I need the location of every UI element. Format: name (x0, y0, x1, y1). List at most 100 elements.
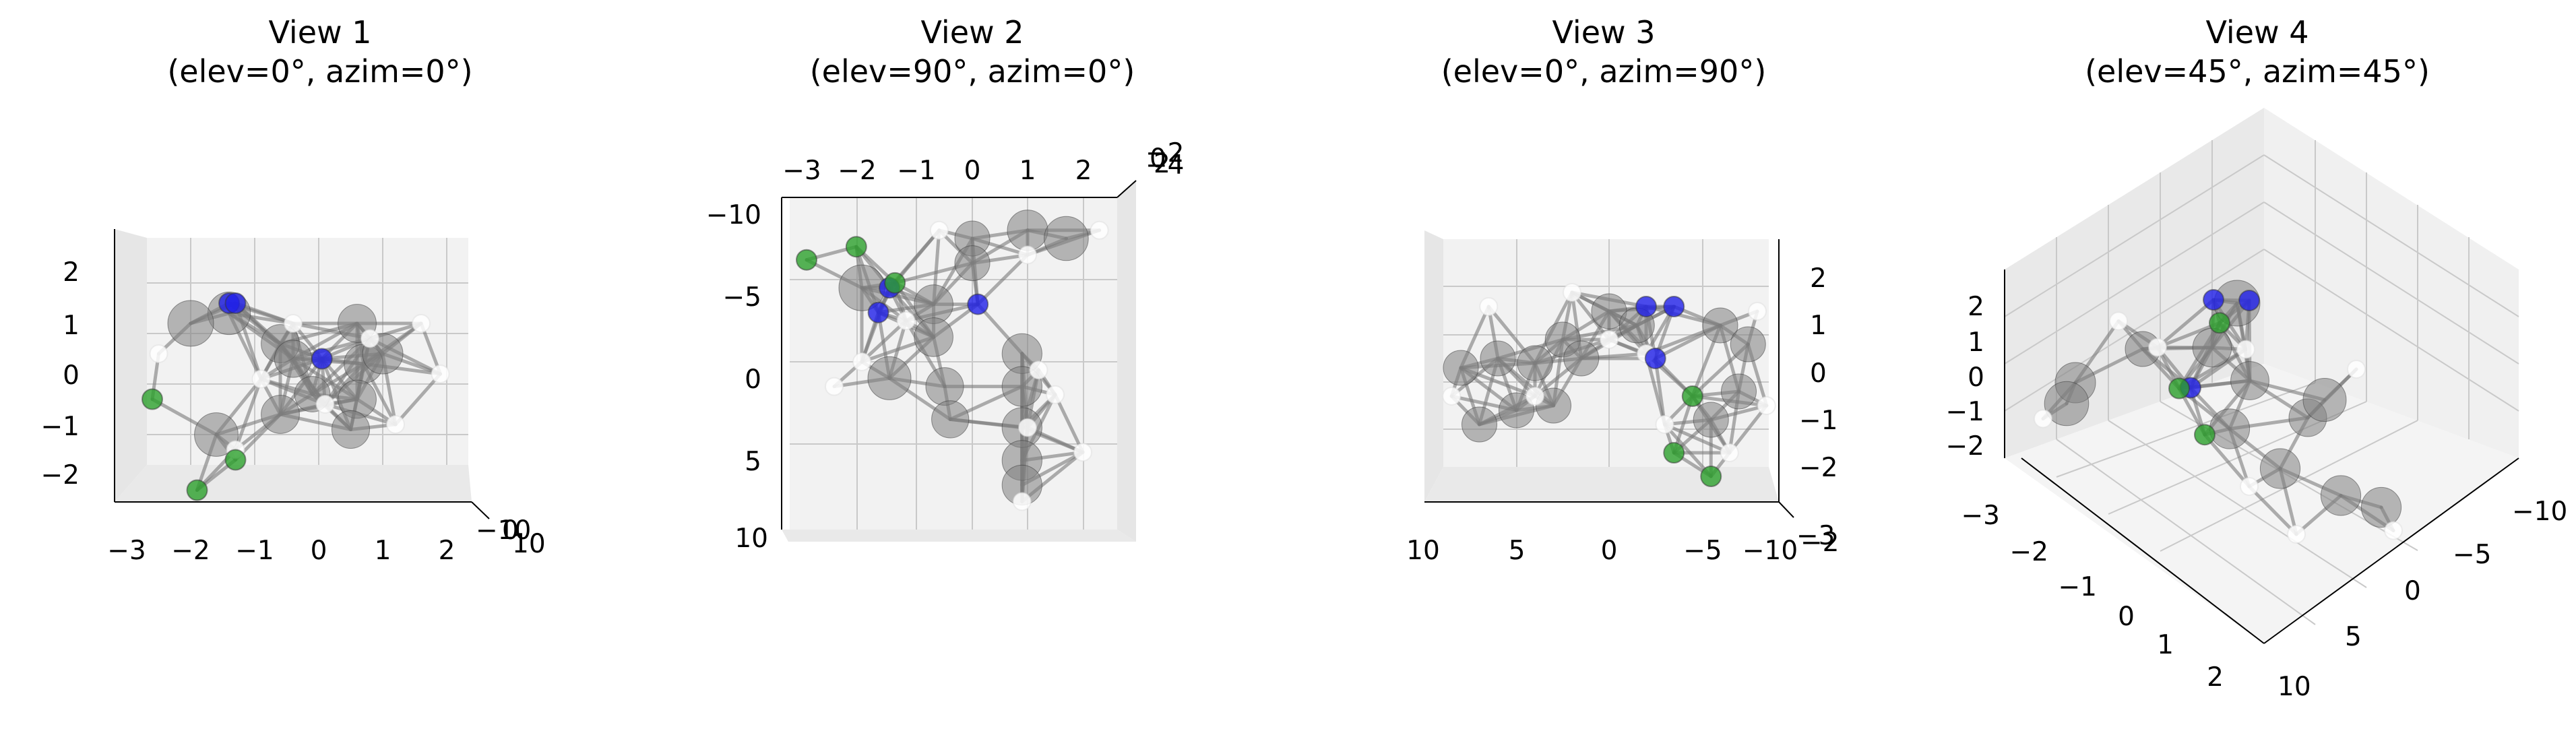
atom-white (1600, 330, 1619, 349)
atom-gray (1693, 402, 1729, 438)
atom-green (1681, 385, 1703, 407)
panel-2-x-ticks: −3 −2 −1 0 1 2 (782, 156, 1092, 186)
panel-3-y-tick: 10 (1406, 536, 1440, 566)
panel-4-y-axis-line (2263, 457, 2519, 644)
panel-3-z-tick: −2 (1799, 453, 1838, 483)
bond (234, 377, 263, 451)
atom-white (386, 415, 405, 434)
atom-blue (867, 301, 889, 323)
atom-gray (1536, 387, 1571, 424)
panel-3-z-tick: 2 (1810, 263, 1827, 294)
panel-4-y-tick: −5 (2453, 540, 2492, 570)
atom-gray (1730, 326, 1766, 362)
atom-gray (2302, 378, 2347, 422)
atom-white (1090, 220, 1109, 240)
bond (2203, 433, 2251, 488)
atom-gray (925, 367, 964, 406)
atom-white (2347, 360, 2366, 379)
panel-2-x-tick: −2 (838, 156, 877, 186)
atom-white (1442, 387, 1462, 406)
panel-1-title-line-2: (elev=0°, azim=0°) (167, 53, 472, 90)
grid-line (2263, 201, 2519, 364)
panel-1-y-axis-line (471, 501, 490, 519)
atom-gray (1563, 340, 1600, 377)
bond (1663, 422, 1732, 455)
grid-line (2056, 439, 2316, 625)
panel-3-x-tick: −2 (1800, 528, 1840, 558)
panel-1-x-tick: 0 (311, 536, 327, 566)
bond (2156, 298, 2216, 349)
atom-white (1720, 443, 1739, 462)
panel-1-x-tick: −3 (107, 536, 146, 566)
atom-green (1663, 442, 1685, 464)
atom-gray (2320, 475, 2362, 516)
atom-green (2209, 312, 2230, 334)
atom-green (2168, 377, 2190, 400)
atom-green (796, 249, 817, 271)
atom-white (1046, 385, 1065, 404)
atom-white (2034, 409, 2052, 429)
atom-gray (332, 410, 370, 449)
panel-view-3: View 3 (elev=0°, azim=90°) 10 5 0 −5 −10… (1406, 14, 1839, 566)
panel-4-x-tick: −1 (2059, 572, 2098, 602)
atom-gray (914, 317, 953, 357)
panel-4-x-tick: 0 (2118, 602, 2135, 632)
panel-2-x-tick: 0 (964, 156, 981, 186)
panel-3-z-tick: −1 (1799, 406, 1838, 436)
atom-white (1563, 283, 1581, 302)
atom-gray (2192, 327, 2232, 368)
atom-gray (1721, 373, 1757, 410)
panel-4-y-tick: −10 (2512, 497, 2567, 527)
panel-1-y-tick: 0 (502, 515, 519, 546)
atom-gray (1462, 406, 1497, 443)
atom-green (845, 236, 867, 258)
panel-2-title-line-2: (elev=90°, azim=0°) (810, 53, 1135, 90)
bond (893, 228, 941, 285)
atom-white (2240, 477, 2259, 496)
panel-1-z-tick: −2 (41, 460, 80, 490)
bond (2247, 484, 2298, 536)
atom-gray (1443, 350, 1479, 386)
panel-view-2: View 2 (elev=90°, azim=0°) −3 −2 −1 0 1 … (706, 14, 1185, 554)
atom-white (1018, 418, 1037, 437)
grid-line (2004, 201, 2265, 364)
atom-blue (1635, 296, 1657, 317)
atom-green (1700, 466, 1722, 487)
panel-3-x-ticks: −3 −2 (1796, 521, 1840, 558)
grid-line (2004, 154, 2265, 317)
panel-2-y-tick: −10 (706, 200, 761, 230)
panel-2-z-tick: −4 (1145, 150, 1185, 181)
atom-green (884, 272, 906, 294)
panel-3-y-tick: −10 (1742, 536, 1798, 566)
atom-white (149, 344, 168, 363)
atom-white (1748, 302, 1767, 321)
atom-white (2384, 521, 2403, 540)
panel-4-z-tick: 1 (1968, 327, 1984, 358)
bond (1728, 404, 1769, 455)
panel-3-z-tick: 1 (1810, 311, 1827, 341)
panel-3-y-ticks: 10 5 0 −5 −10 (1406, 536, 1798, 566)
panel-4-y-tick: 10 (2277, 672, 2311, 702)
atom-gray (2360, 486, 2402, 528)
panel-2-floor-pane (782, 530, 1136, 542)
bond (2156, 321, 2222, 349)
panel-4-z-ticks: −2 −1 0 1 2 (1946, 292, 1985, 462)
grid-line (2263, 249, 2519, 412)
atom-white (1073, 443, 1092, 462)
panel-4-x-tick: −3 (1961, 501, 2001, 531)
atom-gray (1702, 307, 1738, 344)
atom-gray (2044, 381, 2090, 426)
atom-gray (931, 400, 970, 439)
atom-gray (167, 300, 214, 347)
bond (1654, 356, 1666, 426)
panel-3-x-axis-line (1778, 501, 1794, 518)
atom-blue (311, 348, 333, 370)
atom-white (1018, 245, 1037, 265)
panel-2-y-tick: 5 (745, 447, 761, 477)
panel-1-z-tick: −1 (41, 412, 80, 442)
panel-4-title-line-1: View 4 (2205, 14, 2308, 51)
atom-gray (1480, 340, 1516, 377)
atom-gray (2230, 361, 2269, 400)
grid-line (2056, 382, 2316, 478)
panel-2-x-tick: 1 (1019, 156, 1036, 186)
